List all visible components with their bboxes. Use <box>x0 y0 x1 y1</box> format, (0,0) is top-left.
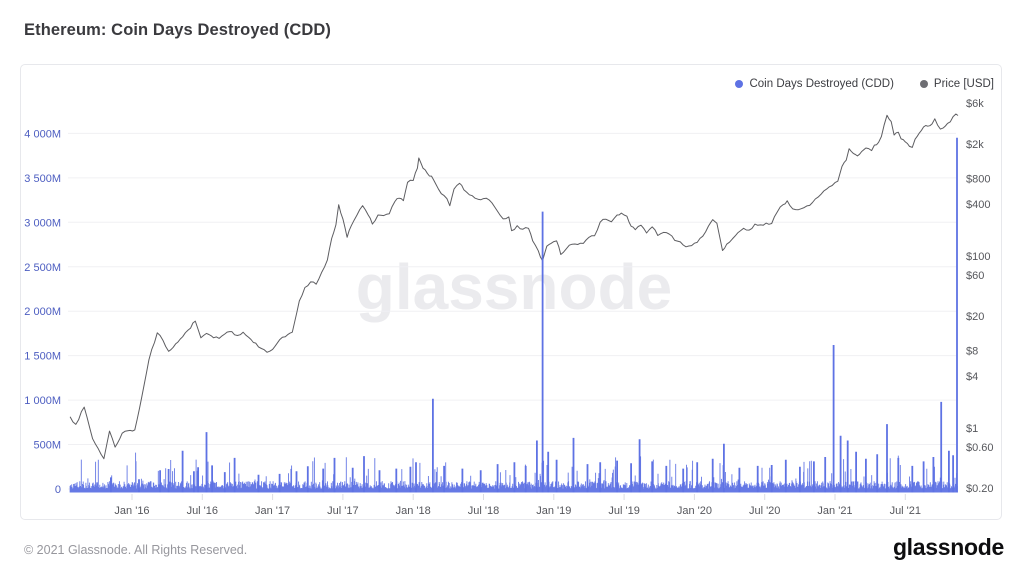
svg-text:Jan '20: Jan '20 <box>677 505 712 517</box>
svg-text:$60: $60 <box>966 270 984 282</box>
svg-text:Jan '16: Jan '16 <box>114 505 149 517</box>
svg-text:Jan '17: Jan '17 <box>255 505 290 517</box>
svg-text:Jan '18: Jan '18 <box>396 505 431 517</box>
svg-text:1 000M: 1 000M <box>24 395 61 407</box>
svg-text:3 500M: 3 500M <box>24 173 61 185</box>
glassnode-logo: glassnode <box>892 534 1004 560</box>
svg-text:$0.60: $0.60 <box>966 442 994 454</box>
svg-text:$0.20: $0.20 <box>966 483 994 495</box>
legend-item-cdd[interactable]: Coin Days Destroyed (CDD) <box>735 78 894 90</box>
chart-card <box>20 64 1002 520</box>
svg-text:$6k: $6k <box>966 98 984 110</box>
svg-text:$1: $1 <box>966 423 978 435</box>
svg-text:$400: $400 <box>966 199 990 211</box>
legend-label-cdd: Coin Days Destroyed (CDD) <box>749 78 894 90</box>
svg-text:$800: $800 <box>966 173 990 185</box>
legend-dot-price-icon <box>919 80 928 88</box>
cdd-major-spikes <box>110 137 958 493</box>
legend-item-price[interactable]: Price [USD] <box>919 78 994 90</box>
price-series <box>69 113 959 460</box>
y-right-labels: $6k $2k $800 $400 $100 $60 $20 $8 $4 $1 $0.60 $0.20 <box>966 98 994 495</box>
y-left-labels: 0 500M 1 000M 1 500M 2 000M 2 500M 3 000M 3 500… <box>24 128 61 496</box>
svg-text:Jul '17: Jul '17 <box>327 505 358 517</box>
svg-text:$4: $4 <box>966 371 978 383</box>
svg-text:Jul '18: Jul '18 <box>468 505 499 517</box>
svg-text:Jul '19: Jul '19 <box>608 505 639 517</box>
svg-text:Jul '21: Jul '21 <box>890 505 921 517</box>
svg-text:Jul '16: Jul '16 <box>187 505 218 517</box>
svg-text:$8: $8 <box>966 345 978 357</box>
svg-text:$2k: $2k <box>966 139 984 151</box>
x-axis-labels: Jan '16 Jul '16 Jan '17 Jul '17 Jan '18 Jul '… <box>114 494 921 517</box>
footer-copyright: © 2021 Glassnode. All Rights Reserved. <box>24 543 248 557</box>
chart-plot-area[interactable]: Jan '16 Jul '16 Jan '17 Jul '17 Jan '18 Jul '… <box>20 64 1004 521</box>
svg-text:1 500M: 1 500M <box>24 351 61 363</box>
svg-text:2 500M: 2 500M <box>24 262 61 274</box>
svg-text:$100: $100 <box>966 251 990 263</box>
gridlines <box>68 132 956 490</box>
svg-text:0: 0 <box>55 484 61 496</box>
svg-text:3 000M: 3 000M <box>24 217 61 229</box>
chart-legend: Coin Days Destroyed (CDD) Price [USD] <box>735 78 994 90</box>
svg-text:500M: 500M <box>33 440 61 452</box>
legend-dot-cdd-icon <box>735 80 744 88</box>
svg-text:4 000M: 4 000M <box>24 128 61 140</box>
svg-text:2 000M: 2 000M <box>24 306 61 318</box>
svg-text:$20: $20 <box>966 311 984 323</box>
legend-label-price: Price [USD] <box>933 78 994 90</box>
svg-text:Jan '19: Jan '19 <box>536 505 571 517</box>
page-title: Ethereum: Coin Days Destroyed (CDD) <box>24 21 331 39</box>
svg-text:Jul '20: Jul '20 <box>749 505 780 517</box>
svg-text:Jan '21: Jan '21 <box>817 505 852 517</box>
